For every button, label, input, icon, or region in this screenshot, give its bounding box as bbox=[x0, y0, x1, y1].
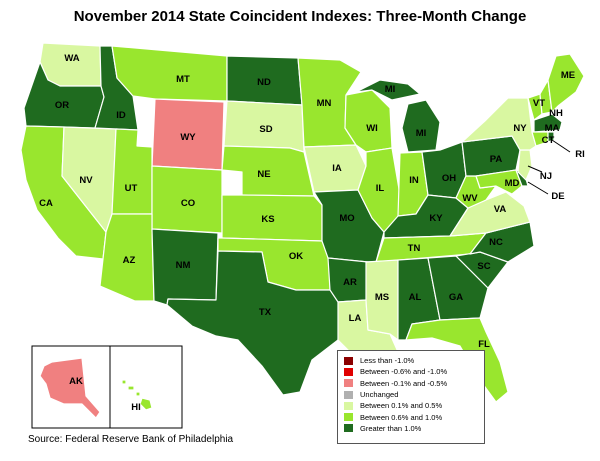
label-nm: NM bbox=[176, 260, 191, 271]
legend-item: Between 0.6% and 1.0% bbox=[344, 411, 478, 422]
label-id: ID bbox=[116, 110, 126, 121]
legend-label: Between 0.1% and 0.5% bbox=[360, 401, 443, 411]
label-ut: UT bbox=[125, 183, 138, 194]
label-ny: NY bbox=[513, 123, 527, 134]
state-ma bbox=[533, 113, 563, 133]
label-ky: KY bbox=[429, 213, 443, 224]
label-az: AZ bbox=[123, 255, 136, 266]
label-fl: FL bbox=[478, 339, 490, 350]
state-wa bbox=[39, 42, 102, 87]
state-mi-upper bbox=[355, 79, 421, 101]
label-wi: WI bbox=[366, 123, 378, 134]
label-mi: MI bbox=[416, 128, 427, 139]
legend-swatch bbox=[344, 401, 353, 410]
label-va: VA bbox=[494, 204, 507, 215]
legend-item: Between -0.6% and -1.0% bbox=[344, 366, 478, 377]
legend-label: Between 0.6% and 1.0% bbox=[360, 412, 443, 422]
label-mn: MN bbox=[317, 98, 332, 109]
label-ms: MS bbox=[375, 292, 389, 303]
label-vt: VT bbox=[533, 98, 545, 109]
legend-swatch bbox=[344, 379, 353, 388]
state-me bbox=[547, 53, 585, 113]
label-tx: TX bbox=[259, 307, 272, 318]
legend-item: Greater than 1.0% bbox=[344, 423, 478, 434]
map-legend: Less than -1.0% Between -0.6% and -1.0% … bbox=[337, 350, 485, 444]
map-title: November 2014 State Coincident Indexes: … bbox=[73, 8, 527, 25]
label-hi: HI bbox=[131, 402, 141, 413]
legend-item: Between 0.1% and 0.5% bbox=[344, 400, 478, 411]
label-nv: NV bbox=[79, 175, 93, 186]
label-sd: SD bbox=[259, 124, 272, 135]
label-nd: ND bbox=[257, 77, 271, 88]
label-il: IL bbox=[376, 183, 385, 194]
legend-swatch bbox=[344, 424, 353, 433]
label-nj: NJ bbox=[540, 171, 552, 182]
label-mt: MT bbox=[176, 74, 190, 85]
label-nc: NC bbox=[489, 237, 503, 248]
label-ma: MA bbox=[545, 123, 560, 134]
label-wa: WA bbox=[64, 53, 79, 64]
legend-swatch bbox=[344, 390, 353, 399]
source-note: Source: Federal Reserve Bank of Philadel… bbox=[28, 434, 234, 445]
label-md: MD bbox=[505, 178, 520, 189]
legend-label: Greater than 1.0% bbox=[360, 423, 422, 433]
label-mi-upper: MI bbox=[385, 84, 396, 95]
legend-item: Unchanged bbox=[344, 389, 478, 400]
label-de: DE bbox=[551, 191, 564, 202]
nj-callout-line bbox=[527, 165, 543, 173]
label-ga: GA bbox=[449, 292, 463, 303]
legend-label: Less than -1.0% bbox=[360, 356, 415, 366]
state-hi-islands bbox=[121, 379, 141, 397]
legend-swatch bbox=[344, 413, 353, 422]
state-ga bbox=[427, 255, 489, 321]
label-wv: WV bbox=[462, 193, 478, 204]
legend-label: Unchanged bbox=[360, 390, 399, 400]
state-ri bbox=[547, 131, 555, 143]
label-or: OR bbox=[55, 100, 69, 111]
legend-item: Between -0.1% and -0.5% bbox=[344, 378, 478, 389]
label-ne: NE bbox=[257, 169, 270, 180]
label-ak: AK bbox=[69, 376, 83, 387]
label-la: LA bbox=[349, 313, 362, 324]
state-hi-big bbox=[139, 397, 153, 411]
state-mi-lower bbox=[401, 99, 441, 153]
label-ar: AR bbox=[343, 277, 357, 288]
label-ct: CT bbox=[542, 135, 555, 146]
label-nh: NH bbox=[549, 108, 563, 119]
state-az bbox=[99, 213, 155, 302]
legend-swatch bbox=[344, 367, 353, 376]
label-pa: PA bbox=[490, 154, 503, 165]
label-oh: OH bbox=[442, 173, 456, 184]
label-sc: SC bbox=[477, 261, 490, 272]
legend-label: Between -0.6% and -1.0% bbox=[360, 367, 448, 377]
legend-swatch bbox=[344, 356, 353, 365]
label-ia: IA bbox=[332, 163, 342, 174]
label-in: IN bbox=[409, 175, 419, 186]
ri-callout-line bbox=[551, 139, 571, 153]
label-tn: TN bbox=[408, 243, 421, 254]
legend-label: Between -0.1% and -0.5% bbox=[360, 378, 448, 388]
state-ut bbox=[111, 128, 153, 215]
label-wy: WY bbox=[180, 132, 196, 143]
label-ri: RI bbox=[575, 149, 585, 160]
label-al: AL bbox=[409, 292, 422, 303]
label-co: CO bbox=[181, 198, 195, 209]
label-me: ME bbox=[561, 70, 575, 81]
state-tx bbox=[166, 250, 341, 396]
state-ak bbox=[39, 357, 101, 419]
label-ks: KS bbox=[261, 214, 274, 225]
legend-item: Less than -1.0% bbox=[344, 355, 478, 366]
de-callout-line bbox=[527, 181, 549, 195]
label-mo: MO bbox=[339, 213, 354, 224]
label-ca: CA bbox=[39, 198, 53, 209]
label-ok: OK bbox=[289, 251, 303, 262]
